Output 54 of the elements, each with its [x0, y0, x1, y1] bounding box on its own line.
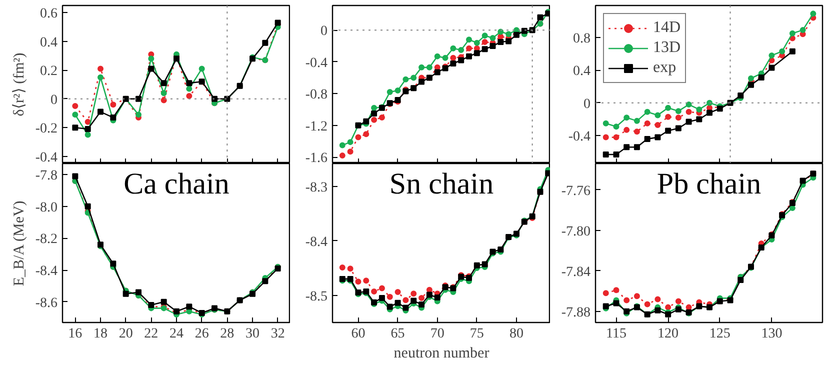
x-tick-label: 28: [220, 326, 234, 342]
x-tick-label: 115: [606, 326, 626, 342]
y-tick-label: 0.2: [40, 64, 58, 80]
y-tick-label: 0: [320, 24, 328, 40]
chart-title: Ca chain: [124, 168, 230, 200]
y-tick-label: 0.4: [573, 64, 590, 80]
y-tick-label: -7.76: [561, 184, 591, 199]
y-tick-label: -1.2: [305, 119, 328, 134]
x-tick-label: 24: [170, 326, 184, 342]
x-tick-label: 130: [761, 326, 782, 342]
x-tick-label: 18: [94, 326, 108, 342]
y-tick-label: -8.3: [305, 180, 328, 196]
x-tick-label: 125: [709, 326, 730, 342]
y-axis-title: δ⟨r²⟩ (fm²): [11, 52, 28, 116]
legend-label: 14D: [653, 19, 681, 37]
x-tick-label: 80: [509, 326, 524, 342]
y-tick-label: -8.5: [305, 289, 328, 304]
y-axis-title: E_B/A (MeV): [11, 200, 28, 286]
y-tick-label: -7.80: [561, 224, 591, 240]
y-tick-label: -7.84: [561, 264, 591, 280]
y-tick-label: -0.4: [305, 56, 328, 71]
x-tick-label: 60: [351, 326, 366, 342]
x-tick-label: 70: [430, 326, 444, 342]
y-tick-label: -0.4: [35, 150, 58, 166]
x-tick-label: 120: [658, 326, 679, 342]
legend-label: exp: [653, 59, 676, 77]
x-axis-title: neutron number: [394, 346, 490, 362]
x-tick-label: 16: [68, 326, 82, 342]
y-tick-label: -7.8: [35, 168, 58, 184]
y-tick-label: -8.0: [35, 200, 58, 216]
y-tick-label: -0.4: [568, 130, 591, 145]
x-tick-label: 75: [470, 326, 484, 342]
y-tick-label: 0.4: [40, 35, 58, 50]
x-tick-label: 30: [246, 326, 260, 342]
y-tick-label: 0.8: [573, 31, 590, 46]
y-tick-label: 0: [50, 92, 58, 108]
y-tick-label: -8.6: [35, 296, 58, 311]
x-tick-label: 26: [194, 326, 209, 342]
legend-label: 13D: [653, 39, 681, 57]
y-tick-label: -8.2: [35, 232, 58, 248]
x-tick-label: 32: [270, 326, 285, 342]
y-tick-label: -8.4: [35, 264, 58, 280]
y-tick-label: 0.6: [40, 6, 58, 22]
y-tick-label: -8.4: [305, 234, 328, 250]
chart-title: Pb chain: [656, 168, 762, 200]
y-tick-label: -0.2: [35, 122, 58, 137]
x-tick-label: 65: [390, 326, 405, 342]
chart-title: Sn chain: [389, 168, 494, 200]
x-tick-label: 22: [144, 326, 158, 342]
y-tick-label: -7.88: [561, 305, 591, 320]
x-tick-label: 20: [118, 326, 133, 342]
y-tick-label: -1.6: [305, 151, 328, 166]
y-tick-label: -0.8: [305, 88, 328, 103]
y-tick-label: 0: [584, 96, 590, 112]
